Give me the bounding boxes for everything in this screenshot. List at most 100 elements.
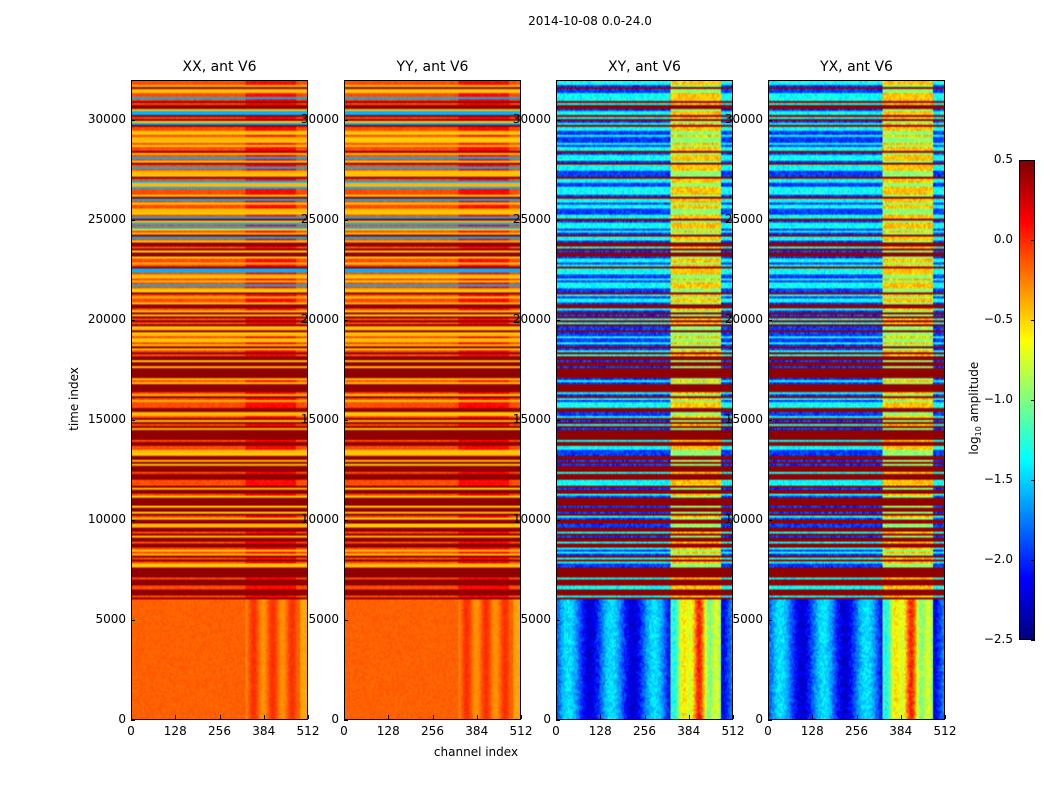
heatmap-panel	[344, 80, 521, 720]
x-tick-label: 256	[208, 724, 231, 738]
x-tick-label: 512	[296, 724, 320, 738]
x-tick-mark	[432, 715, 434, 719]
panel-title: YY, ant V6	[396, 59, 469, 75]
colorbar-label: log10 amplitude	[966, 361, 984, 455]
y-tick-label: 30000	[512, 112, 551, 126]
colorbar-tick-label: −2.0	[983, 552, 1013, 566]
x-tick-mark	[521, 715, 522, 719]
y-tick-label: 5000	[520, 612, 551, 626]
x-tick-mark	[263, 715, 265, 719]
y-tick-label: 10000	[87, 512, 126, 526]
x-tick-mark	[131, 715, 132, 719]
colorbar-tick-mark	[1031, 240, 1035, 241]
y-tick-label: 15000	[512, 412, 551, 426]
colorbar-tick-mark	[1031, 160, 1035, 161]
x-tick-label: 0	[552, 724, 560, 738]
y-tick-mark	[344, 220, 348, 221]
y-tick-mark	[131, 220, 135, 221]
colorbar-tick-mark	[1031, 400, 1035, 401]
y-tick-label: 5000	[308, 612, 339, 626]
y-tick-mark	[344, 520, 348, 521]
y-tick-label: 15000	[87, 412, 126, 426]
y-tick-mark	[556, 620, 560, 621]
y-tick-label: 10000	[512, 512, 551, 526]
colorbar-tick-mark	[1031, 560, 1035, 561]
x-tick-label: 0	[127, 724, 135, 738]
panel-title: XX, ant V6	[182, 59, 257, 75]
y-tick-label: 10000	[724, 512, 763, 526]
x-tick-mark	[600, 715, 602, 719]
y-tick-mark	[344, 420, 348, 421]
x-tick-mark	[556, 715, 557, 719]
y-tick-mark	[768, 420, 772, 421]
colorbar-tick-label: 0.0	[993, 232, 1013, 246]
y-tick-label: 25000	[512, 212, 551, 226]
y-tick-label: 15000	[724, 412, 763, 426]
y-tick-mark	[344, 720, 348, 721]
x-axis-label: channel index	[433, 745, 519, 759]
x-tick-mark	[644, 715, 646, 719]
y-tick-mark	[768, 720, 772, 721]
x-tick-label: 0	[340, 724, 348, 738]
colorbar-tick-label: 0.5	[993, 152, 1013, 166]
x-tick-label: 128	[163, 724, 187, 738]
y-tick-label: 25000	[87, 212, 126, 226]
y-tick-label: 10000	[300, 512, 339, 526]
y-tick-label: 0	[118, 712, 126, 726]
colorbar-tick-label: −2.5	[983, 632, 1013, 646]
x-tick-label: 128	[800, 724, 824, 738]
x-tick-mark	[344, 715, 345, 719]
x-tick-label: 384	[889, 724, 913, 738]
y-axis-label: time index	[67, 367, 81, 431]
x-tick-label: 512	[721, 724, 745, 738]
y-tick-label: 20000	[724, 312, 763, 326]
y-tick-label: 30000	[724, 112, 763, 126]
x-tick-label: 384	[677, 724, 701, 738]
y-tick-label: 20000	[512, 312, 551, 326]
y-tick-label: 20000	[300, 312, 339, 326]
y-tick-mark	[131, 520, 135, 521]
x-tick-label: 384	[465, 724, 489, 738]
x-tick-label: 512	[509, 724, 533, 738]
x-tick-mark	[900, 715, 902, 719]
x-tick-label: 128	[376, 724, 400, 738]
x-tick-mark	[476, 715, 478, 719]
x-tick-mark	[733, 715, 734, 719]
x-tick-mark	[768, 715, 769, 719]
x-tick-mark	[175, 715, 177, 719]
y-tick-mark	[131, 320, 135, 321]
y-tick-label: 15000	[300, 412, 339, 426]
x-tick-label: 256	[633, 724, 656, 738]
y-tick-label: 5000	[95, 612, 126, 626]
y-tick-label: 5000	[732, 612, 763, 626]
x-tick-label: 256	[421, 724, 444, 738]
y-tick-mark	[556, 320, 560, 321]
y-tick-mark	[556, 720, 560, 721]
y-tick-mark	[556, 520, 560, 521]
y-tick-label: 30000	[300, 112, 339, 126]
y-tick-label: 20000	[87, 312, 126, 326]
x-tick-mark	[812, 715, 814, 719]
y-tick-mark	[344, 620, 348, 621]
y-tick-mark	[556, 120, 560, 121]
x-tick-label: 384	[252, 724, 276, 738]
y-tick-mark	[768, 520, 772, 521]
y-tick-mark	[131, 720, 135, 721]
x-tick-label: 128	[588, 724, 612, 738]
y-tick-mark	[556, 220, 560, 221]
x-tick-mark	[856, 715, 858, 719]
heatmap-image	[132, 81, 307, 719]
x-tick-label: 512	[933, 724, 957, 738]
colorbar-tick-mark	[1031, 480, 1035, 481]
y-tick-mark	[344, 120, 348, 121]
colorbar-tick-mark	[1031, 640, 1035, 641]
heatmap-image	[557, 81, 732, 719]
panel-title: YX, ant V6	[820, 59, 893, 75]
y-tick-label: 0	[543, 712, 551, 726]
heatmap-panel	[768, 80, 945, 720]
x-tick-mark	[688, 715, 690, 719]
x-tick-mark	[388, 715, 390, 719]
figure-title: 2014-10-08 0.0-24.0	[528, 14, 652, 28]
x-tick-mark	[219, 715, 221, 719]
